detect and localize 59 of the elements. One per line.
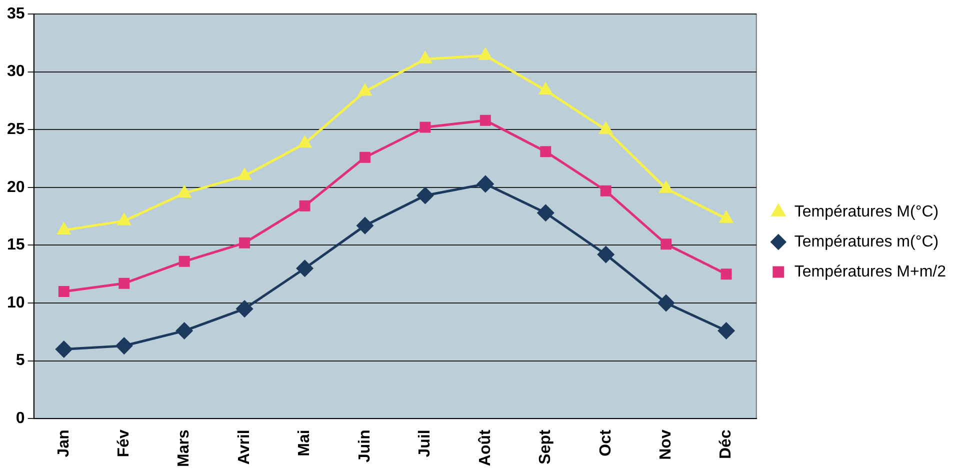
point xyxy=(718,322,735,340)
x-tick-label: Déc xyxy=(718,430,735,460)
legend-label: Températures M+m/2 xyxy=(794,263,946,280)
x-tick-label: Avril xyxy=(236,430,253,465)
y-tick-label: 5 xyxy=(16,352,25,370)
point xyxy=(539,83,552,95)
x-tick-label: Jan xyxy=(55,430,72,458)
point xyxy=(477,176,494,192)
legend-label: Températures M(°C) xyxy=(794,203,939,220)
point xyxy=(236,300,253,318)
point xyxy=(359,152,370,163)
point xyxy=(478,48,492,60)
point xyxy=(176,322,193,340)
point xyxy=(299,200,310,212)
point xyxy=(118,278,130,289)
x-tick-label: Mars xyxy=(176,430,193,468)
y-tick-label: 30 xyxy=(7,63,25,80)
point xyxy=(56,341,72,358)
point xyxy=(298,136,312,148)
x-tick-label: Fév xyxy=(116,430,133,458)
point xyxy=(358,84,372,96)
point xyxy=(57,222,70,234)
x-tick-label: Juin xyxy=(356,430,374,463)
point xyxy=(598,246,614,263)
x-tick-label: Juil xyxy=(416,430,434,458)
point xyxy=(116,338,132,354)
point xyxy=(238,168,251,180)
legend-label: Températures m(°C) xyxy=(794,233,939,250)
y-tick-label: 25 xyxy=(7,121,25,138)
y-tick-label: 15 xyxy=(7,236,25,254)
point xyxy=(599,122,612,134)
point xyxy=(416,187,434,204)
point xyxy=(660,238,672,250)
point xyxy=(660,181,673,193)
point xyxy=(178,186,191,198)
x-tick-label: Août xyxy=(476,428,494,466)
y-tick-label: 10 xyxy=(7,294,25,312)
point xyxy=(720,268,732,280)
point xyxy=(537,204,554,222)
point xyxy=(239,237,250,248)
point xyxy=(418,52,432,64)
point xyxy=(540,146,552,158)
point xyxy=(420,122,431,133)
y-tick-label: 0 xyxy=(16,410,25,428)
x-tick-label: Nov xyxy=(657,430,674,460)
point xyxy=(720,211,733,223)
point xyxy=(356,217,374,234)
point xyxy=(178,256,190,267)
y-tick-label: 20 xyxy=(7,178,25,196)
x-tick-label: Sept xyxy=(537,428,554,464)
point xyxy=(58,286,70,297)
point xyxy=(480,114,491,126)
x-tick-label: Mai xyxy=(296,430,314,456)
point xyxy=(600,185,612,196)
y-tick-label: 35 xyxy=(7,5,25,22)
x-tick-label: Oct xyxy=(597,428,614,456)
point xyxy=(296,260,314,277)
point xyxy=(118,214,131,226)
point xyxy=(658,294,674,312)
